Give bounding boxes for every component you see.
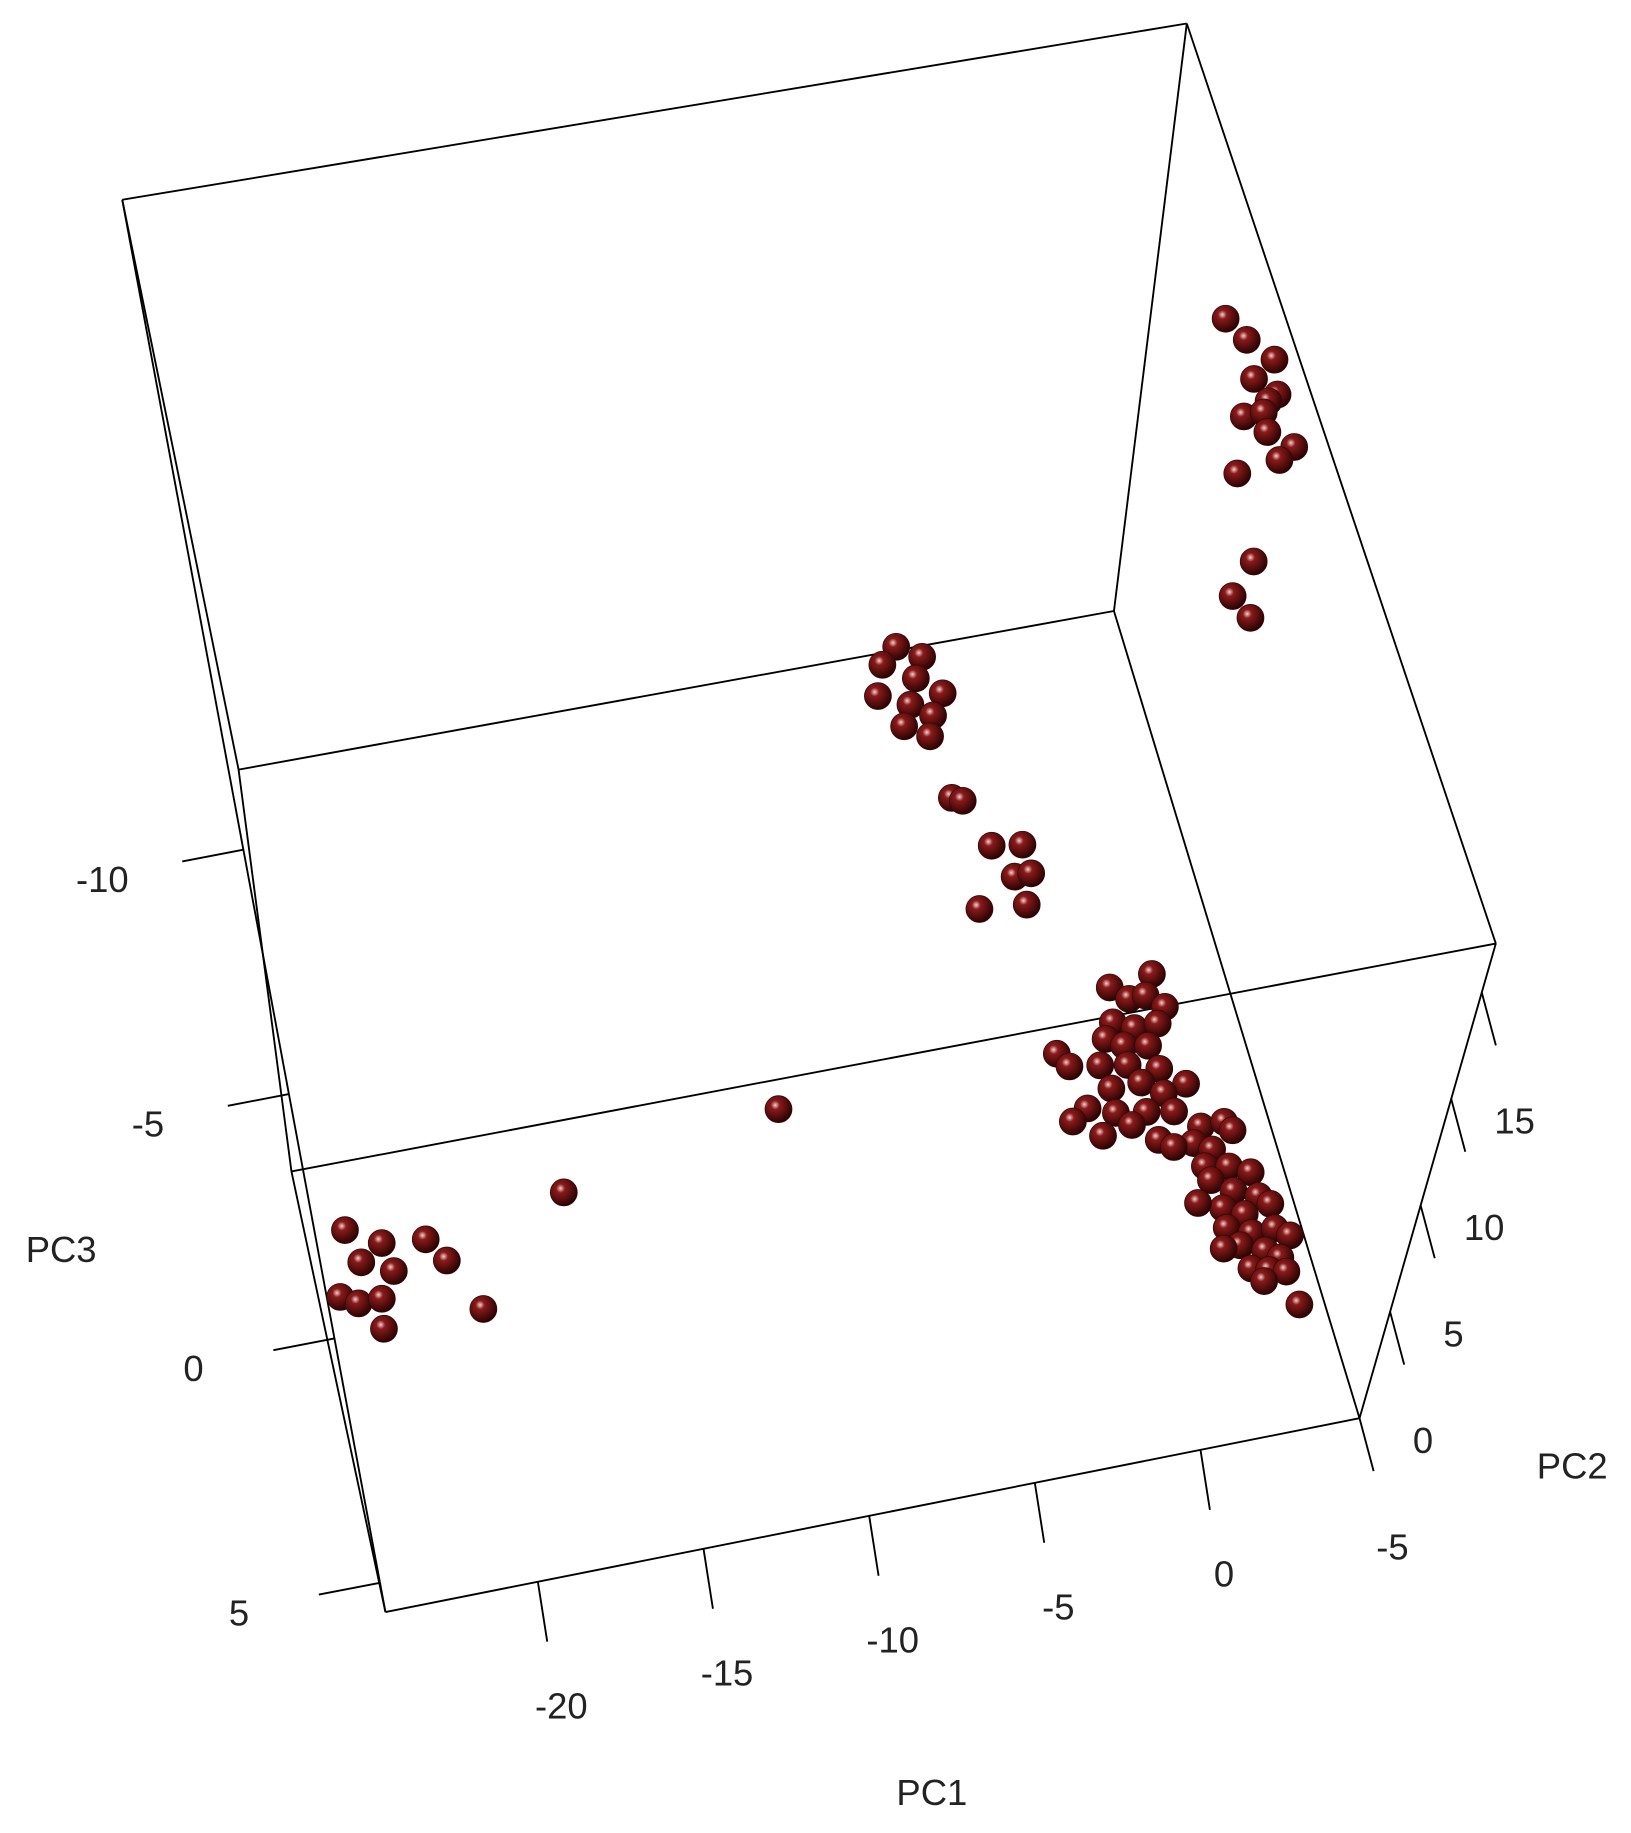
y-tick-label: 5	[1443, 1314, 1463, 1355]
box	[121, 22, 1497, 1614]
box-edge	[291, 942, 1496, 1173]
x-tick	[536, 1581, 549, 1642]
point	[1197, 1166, 1225, 1195]
box-edge	[1113, 610, 1361, 1419]
point	[1209, 1234, 1238, 1263]
y-tick	[1450, 1098, 1467, 1153]
y-tick	[1358, 1417, 1375, 1472]
point	[890, 712, 919, 741]
z-tick	[182, 848, 244, 863]
y-tick-label: 10	[1464, 1207, 1505, 1248]
point	[1218, 1116, 1247, 1145]
y-tick	[1419, 1205, 1436, 1259]
x-tick-label: -15	[701, 1652, 754, 1693]
z-tick-label: 5	[229, 1592, 249, 1633]
point	[864, 682, 892, 710]
z-tick-label: -10	[76, 859, 129, 900]
point	[1127, 1068, 1156, 1097]
point	[901, 664, 930, 693]
x-tick-label: -5	[1042, 1586, 1074, 1627]
point	[1012, 890, 1041, 919]
point	[367, 1284, 396, 1313]
point	[347, 1248, 376, 1277]
point	[1159, 1133, 1188, 1161]
y-tick-label: 15	[1494, 1101, 1535, 1142]
box-edge	[1185, 23, 1497, 944]
box-edge	[1358, 943, 1497, 1419]
point	[1089, 1121, 1117, 1150]
point	[1097, 1074, 1126, 1103]
point	[1240, 365, 1268, 393]
point	[549, 1178, 578, 1207]
x-tick-label: -20	[535, 1685, 588, 1726]
point	[1059, 1107, 1087, 1136]
point	[370, 1314, 398, 1343]
box-edge	[121, 199, 387, 1613]
point	[1253, 418, 1282, 446]
point	[1211, 304, 1240, 333]
x-tick-label: -10	[866, 1619, 919, 1660]
y-tick	[1480, 992, 1497, 1046]
point	[868, 650, 897, 679]
point	[331, 1216, 359, 1244]
point	[1184, 1189, 1212, 1217]
point	[948, 786, 977, 815]
point	[764, 1095, 793, 1124]
point	[916, 722, 944, 751]
point	[1008, 830, 1037, 859]
point	[1134, 1031, 1162, 1060]
point	[1218, 582, 1247, 610]
point	[367, 1229, 396, 1257]
point	[1118, 1111, 1146, 1139]
point	[1285, 1290, 1314, 1319]
z-tick	[273, 1337, 335, 1352]
z-axis-title: PC3	[26, 1229, 97, 1270]
point	[1160, 1097, 1188, 1126]
series	[326, 304, 1314, 1343]
point	[1232, 325, 1261, 354]
point	[1265, 446, 1294, 474]
box-edge	[121, 199, 240, 770]
box-edge	[122, 22, 1187, 201]
point	[379, 1257, 408, 1285]
box-edge	[385, 1417, 1360, 1614]
point	[344, 1289, 373, 1318]
point	[1239, 547, 1268, 576]
box-edge	[290, 1171, 387, 1613]
point	[965, 895, 994, 923]
point	[1236, 603, 1265, 632]
y-tick-label: 0	[1413, 1420, 1433, 1461]
x-axis-title: PC1	[896, 1772, 967, 1813]
point	[411, 1225, 440, 1254]
y-axis-title: PC2	[1537, 1445, 1608, 1486]
box-edge	[237, 769, 293, 1172]
x-tick	[1033, 1482, 1046, 1543]
point	[1250, 1267, 1278, 1295]
point	[977, 831, 1006, 860]
point	[1086, 1051, 1115, 1080]
z-tick-label: -5	[132, 1104, 164, 1145]
point	[1017, 859, 1046, 888]
z-tick	[227, 1093, 290, 1107]
point	[1055, 1052, 1084, 1081]
y-tick-label: -5	[1376, 1526, 1408, 1567]
y-tick	[1389, 1311, 1406, 1365]
z-tick-label: 0	[183, 1348, 203, 1389]
point	[1223, 459, 1252, 488]
x-tick	[702, 1548, 714, 1609]
z-tick	[318, 1581, 381, 1596]
x-tick-label: 0	[1214, 1553, 1234, 1594]
point	[469, 1295, 498, 1323]
point	[432, 1246, 461, 1275]
x-tick	[1199, 1449, 1211, 1510]
box-edge	[238, 610, 1115, 771]
point	[1260, 345, 1289, 374]
x-tick	[868, 1515, 880, 1576]
point	[1256, 1189, 1285, 1218]
box-edge	[1113, 23, 1188, 612]
